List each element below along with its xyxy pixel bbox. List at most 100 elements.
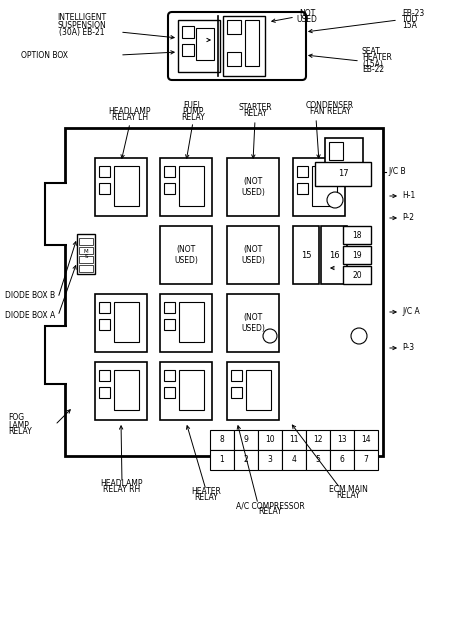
Bar [95,158,147,216]
Text: H-1: H-1 [402,192,415,200]
Text: 3: 3 [267,455,273,465]
Circle shape [327,192,343,208]
Bar [329,142,343,160]
Bar [99,319,110,330]
Bar [354,430,378,450]
Text: RELAY LH: RELAY LH [112,114,148,122]
Text: NOT: NOT [299,9,315,18]
Bar [45,183,70,245]
Bar [164,166,175,177]
Text: (15A): (15A) [362,60,383,68]
Bar [164,183,175,194]
Text: HEADLAMP: HEADLAMP [101,480,143,489]
Text: ECM MAIN: ECM MAIN [328,485,367,494]
Text: EB-22: EB-22 [362,65,384,75]
Text: P-2: P-2 [402,214,414,222]
Text: RELAY: RELAY [336,492,360,501]
Text: (NOT
USED): (NOT USED) [241,177,265,197]
Text: (NOT
USED): (NOT USED) [241,313,265,333]
Bar [182,44,194,56]
Bar [196,28,214,60]
Bar [330,450,354,470]
Bar [330,430,354,450]
Text: M
S: M S [84,249,88,259]
Bar [258,430,282,450]
Text: (NOT
USED): (NOT USED) [174,246,198,264]
Bar [227,158,279,216]
Bar [227,294,279,352]
Bar [297,183,308,194]
Bar [315,162,371,186]
Text: HEATER: HEATER [191,487,221,497]
Text: 8: 8 [219,435,224,445]
Bar [179,166,204,206]
Text: INTELLIGENT: INTELLIGENT [57,13,107,23]
Bar [179,302,204,342]
Text: (NOT
USED): (NOT USED) [241,246,265,264]
Bar [95,362,147,420]
Bar [282,430,306,450]
Text: 15A: 15A [402,21,417,31]
Bar [306,450,330,470]
Text: HEATER: HEATER [362,53,392,63]
Text: SUSPENSION: SUSPENSION [58,21,106,30]
Text: 10: 10 [265,435,275,445]
Bar [282,450,306,470]
Bar [325,138,363,166]
Text: FUEL: FUEL [183,102,202,111]
Bar [160,226,212,284]
Bar [99,166,110,177]
Bar [65,128,383,456]
Text: 19: 19 [352,251,362,259]
Text: 17: 17 [337,170,348,178]
Bar [227,20,241,34]
Bar [231,370,242,381]
Bar [227,52,241,66]
Bar [231,387,242,398]
Text: 14: 14 [361,435,371,445]
Text: HEADLAMP: HEADLAMP [109,107,151,117]
Bar [79,256,93,263]
Text: 16: 16 [328,251,339,259]
Bar [293,158,345,216]
Bar [77,234,95,274]
Text: STARTER: STARTER [238,104,272,112]
Bar [160,362,212,420]
Text: RELAY: RELAY [181,114,205,122]
Text: 18: 18 [352,230,362,239]
Bar [164,302,175,313]
Text: SEAT: SEAT [362,48,381,57]
Bar [227,362,279,420]
Bar [306,430,330,450]
Bar [114,302,139,342]
Bar [95,294,147,352]
Bar [245,20,259,66]
Bar [178,20,220,72]
Bar [354,450,378,470]
Bar [164,319,175,330]
Text: FAN RELAY: FAN RELAY [310,107,350,117]
Bar [99,183,110,194]
FancyBboxPatch shape [168,12,306,80]
Text: RELAY: RELAY [194,494,218,502]
Text: 5: 5 [316,455,320,465]
Text: TOD: TOD [402,16,419,24]
Bar [293,226,319,284]
Text: 1: 1 [219,455,224,465]
Text: 4: 4 [292,455,296,465]
Bar [164,387,175,398]
Text: 15: 15 [301,251,311,259]
Bar [210,450,234,470]
Text: (30A) EB-21: (30A) EB-21 [59,28,105,36]
Text: 7: 7 [364,455,368,465]
Text: J/C A: J/C A [402,308,420,317]
Bar [99,370,110,381]
Bar [79,238,93,245]
Text: LAMP: LAMP [8,421,29,430]
Bar [99,387,110,398]
Bar [99,302,110,313]
Bar [234,450,258,470]
Text: 11: 11 [289,435,299,445]
Text: 20: 20 [352,271,362,279]
Bar [114,370,139,410]
